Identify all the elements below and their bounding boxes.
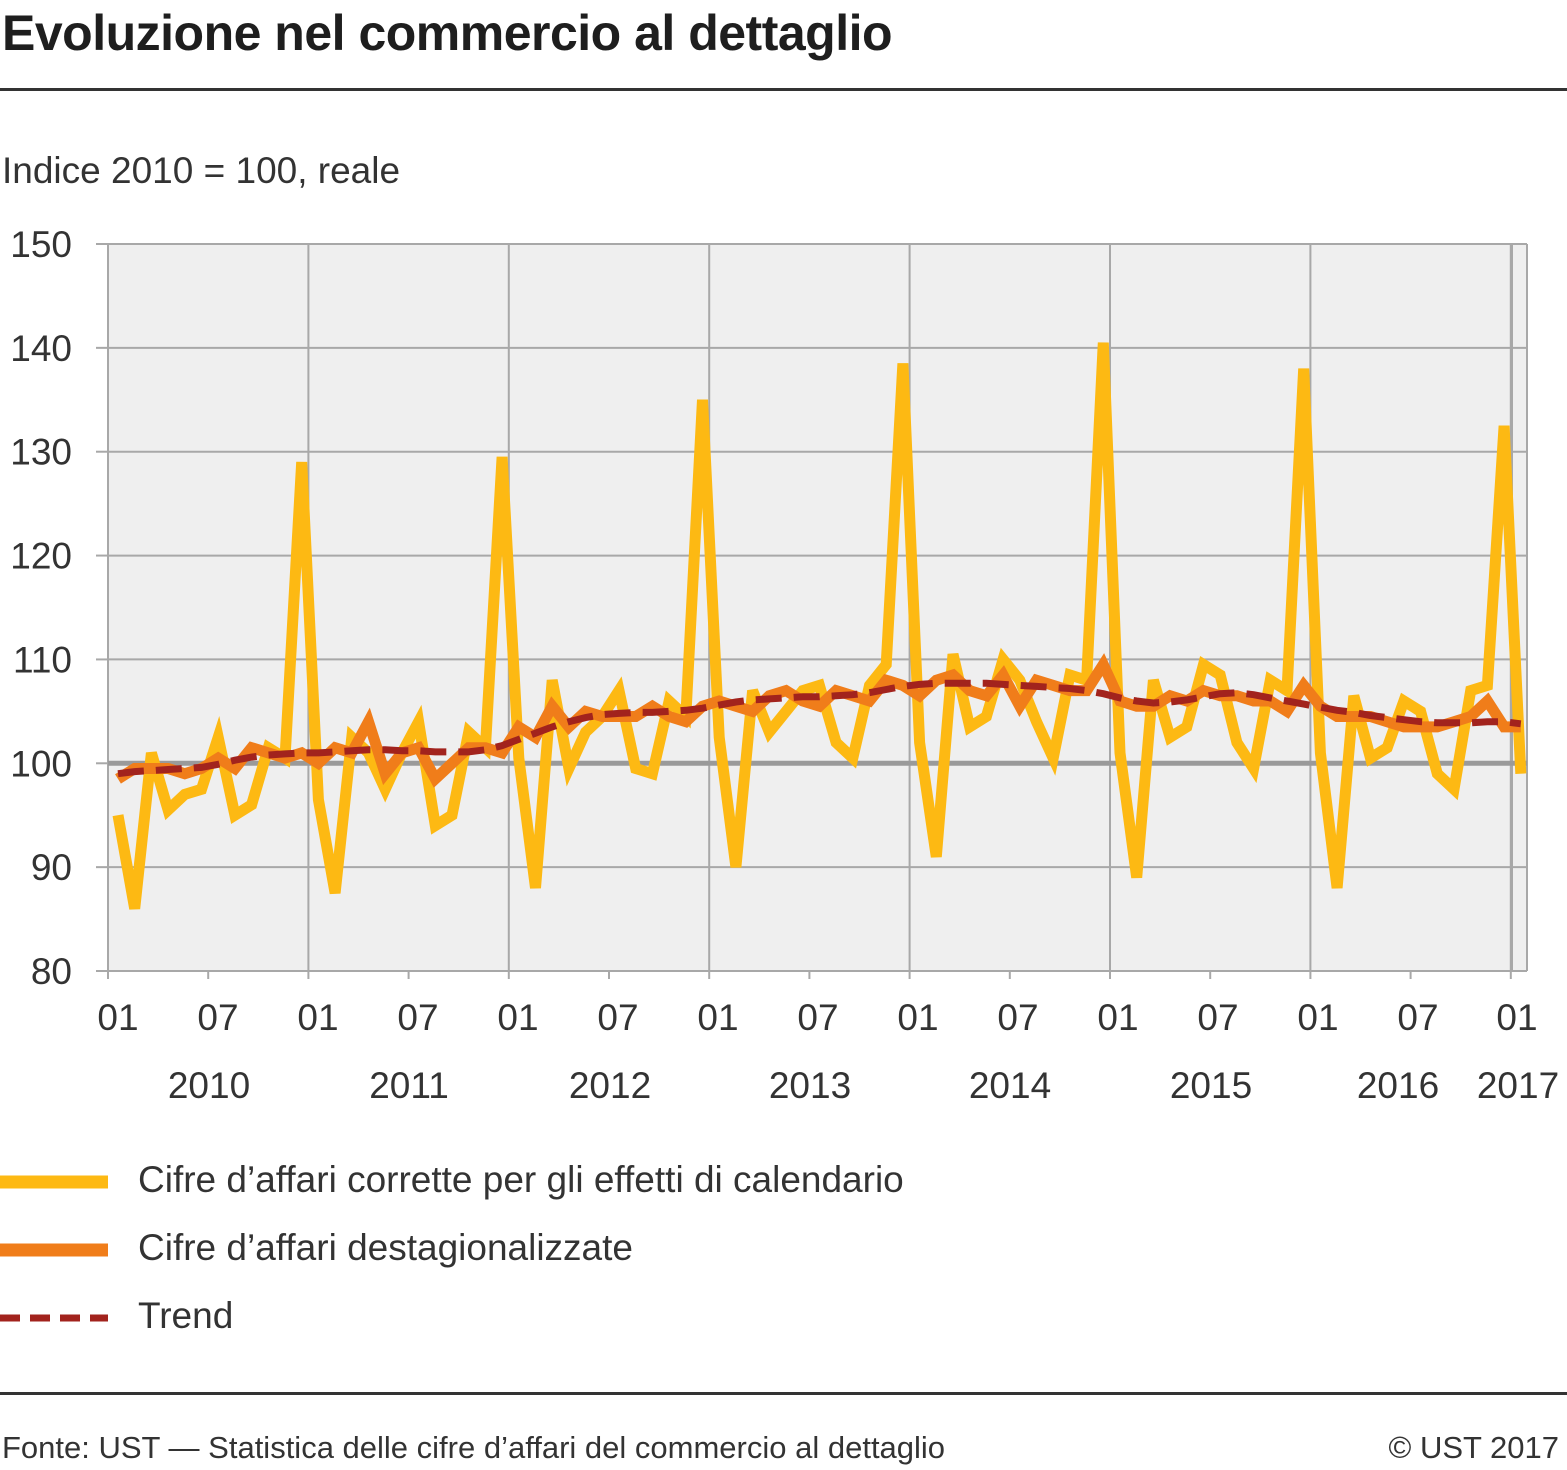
bottom-rule (0, 1392, 1567, 1395)
chart-title: Evoluzione nel commercio al dettaglio (2, 5, 893, 61)
legend-label: Cifre d’affari destagionalizzate (138, 1227, 633, 1268)
legend-label: Cifre d’affari corrette per gli effetti … (138, 1159, 904, 1200)
legend-item: Trend (0, 1295, 1100, 1338)
y-tick-label: 150 (10, 224, 72, 265)
year-label: 2017 (1477, 1065, 1559, 1106)
y-tick-label: 130 (10, 432, 72, 473)
chart-subtitle: Indice 2010 = 100, reale (2, 150, 401, 191)
year-label: 2011 (369, 1065, 449, 1106)
line-chart: 80 90 100 110 120 130 140 150 01 07 01 07 01 07 01 07 01… (10, 224, 1559, 1106)
source-note: Fonte: UST — Statistica delle cifre d’af… (2, 1430, 946, 1465)
x-tick-label: 07 (397, 997, 438, 1038)
y-tick-label: 90 (31, 847, 72, 888)
x-tick-label: 07 (597, 997, 638, 1038)
x-tick-label: 07 (1197, 997, 1238, 1038)
x-tick-label: 01 (897, 997, 938, 1038)
y-tick-label: 110 (13, 639, 72, 680)
x-tick-label: 01 (1496, 997, 1537, 1038)
x-tick-label: 01 (697, 997, 738, 1038)
year-label: 2012 (569, 1065, 651, 1106)
series-line-trend (117, 679, 1522, 778)
y-tick-label: 140 (10, 328, 72, 369)
x-tick-label: 07 (197, 997, 238, 1038)
x-tick-label: 01 (297, 997, 338, 1038)
legend-item: Cifre d’affari destagionalizzate (0, 1227, 1100, 1270)
year-label: 2015 (1170, 1065, 1252, 1106)
legend-swatch (0, 1175, 108, 1189)
legend-item: Cifre d’affari corrette per gli effetti … (0, 1159, 1100, 1202)
series-line-calendar-adjusted (112, 342, 1527, 910)
x-tick-label: 07 (1397, 997, 1438, 1038)
year-label: 2013 (769, 1065, 851, 1106)
copyright: © UST 2017 (1388, 1430, 1559, 1465)
top-rule (0, 88, 1567, 91)
x-tick-label: 01 (1297, 997, 1338, 1038)
x-tick-label: 01 (97, 997, 138, 1038)
y-tick-label: 80 (31, 951, 72, 992)
x-tick-label: 07 (997, 997, 1038, 1038)
year-label: 2016 (1357, 1065, 1439, 1106)
y-tick-label: 120 (10, 536, 72, 577)
legend-swatch (0, 1243, 108, 1257)
legend-swatch (0, 1314, 108, 1322)
year-label: 2014 (969, 1065, 1051, 1106)
y-tick-label: 100 (10, 743, 72, 784)
legend-label: Trend (138, 1295, 234, 1336)
x-tick-label: 01 (497, 997, 538, 1038)
x-tick-label: 07 (797, 997, 838, 1038)
year-label: 2010 (168, 1065, 250, 1106)
x-tick-label: 01 (1097, 997, 1138, 1038)
